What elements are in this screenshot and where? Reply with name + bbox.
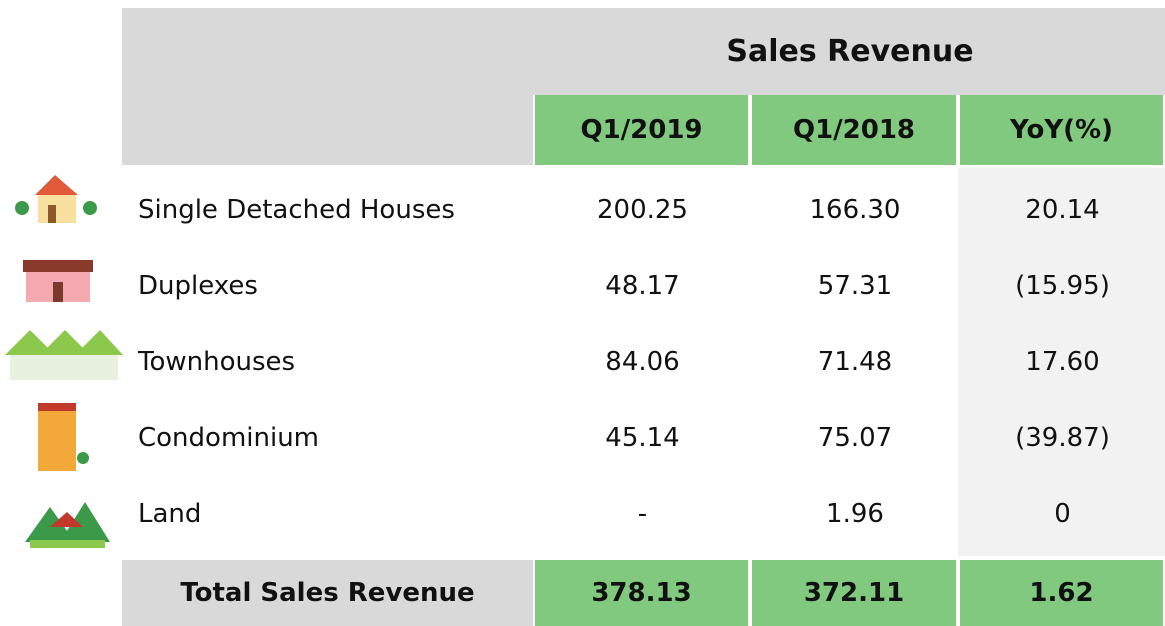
total-value: 1.62 [960, 560, 1163, 626]
table-title: Sales Revenue [726, 34, 974, 69]
condo-icon [38, 403, 89, 471]
duplex-icon [23, 260, 93, 302]
townhouse-icon [5, 330, 123, 380]
cell-value: 48.17 [605, 271, 680, 301]
row-label: Condominium [138, 423, 320, 453]
cell-value: 0 [1054, 499, 1071, 529]
row-label: Duplexes [138, 271, 258, 301]
cell-value: - [637, 499, 648, 529]
column-header: YoY(%) [960, 95, 1163, 165]
header-bg [122, 8, 1165, 95]
total-value: 372.11 [752, 560, 956, 626]
cell-value: 17.60 [1025, 347, 1100, 377]
house-icon [15, 175, 97, 223]
column-bg [958, 168, 1165, 556]
row-label: Land [138, 499, 202, 529]
cell-value: 45.14 [605, 423, 680, 453]
cell-value: 200.25 [597, 195, 688, 225]
cell-value: 1.96 [826, 499, 884, 529]
cell-value: (15.95) [1015, 271, 1110, 301]
total-label: Total Sales Revenue [122, 560, 533, 626]
column-header: Q1/2018 [752, 95, 956, 165]
row-label: Townhouses [138, 347, 296, 377]
row-label: Single Detached Houses [138, 195, 455, 225]
cell-value: 20.14 [1025, 195, 1100, 225]
column-header: Q1/2019 [535, 95, 748, 165]
cell-value: 57.31 [817, 271, 893, 301]
cell-value: 71.48 [817, 347, 893, 377]
header-bg [122, 95, 533, 165]
cell-value: (39.87) [1015, 423, 1110, 453]
land-icon [25, 502, 110, 548]
cell-value: 166.30 [809, 195, 901, 225]
cell-value: 75.07 [817, 423, 893, 453]
cell-value: 84.06 [605, 347, 680, 377]
total-value: 378.13 [535, 560, 748, 626]
